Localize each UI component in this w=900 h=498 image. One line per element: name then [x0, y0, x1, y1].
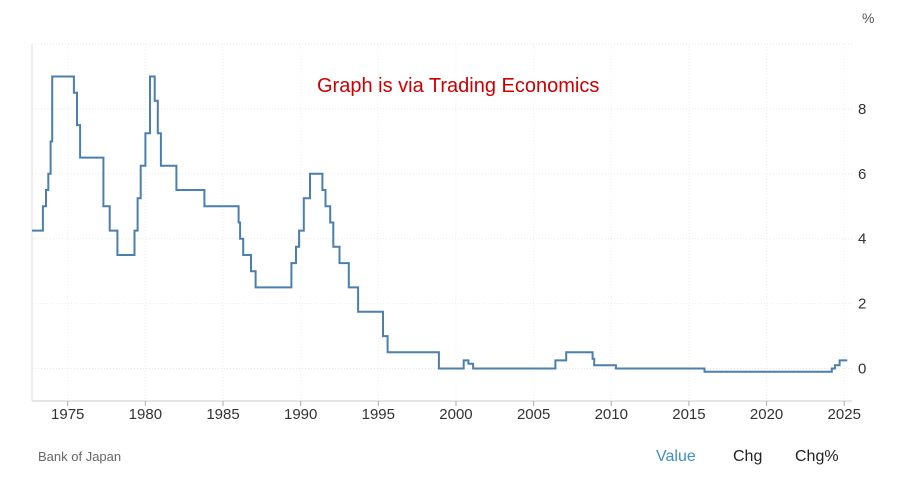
grid-lines	[31, 43, 852, 401]
tab-chg-percent[interactable]: Chg%	[795, 448, 839, 465]
x-tick-label: 1990	[284, 406, 317, 423]
y-tick-label: 6	[858, 166, 866, 183]
y-tick-label: 8	[858, 101, 866, 118]
x-tick-label: 1995	[362, 406, 395, 423]
tab-value[interactable]: Value	[656, 448, 696, 465]
y-tick-label: 2	[858, 296, 866, 313]
source-label: Bank of Japan	[38, 449, 122, 464]
series-area	[32, 75, 848, 373]
y-unit-label: %	[862, 10, 874, 26]
x-tick-label: 1985	[206, 406, 239, 423]
x-tick-label: 2000	[439, 406, 472, 423]
x-axis: 1975 1980 1985 1990 1995 2000 2005 2010 2015 2020…	[32, 400, 861, 423]
x-tick-label: 2005	[517, 406, 550, 423]
series-line	[32, 75, 848, 373]
tab-bar: Value Chg Chg%	[0, 448, 900, 470]
x-tick-label: 2025	[828, 406, 861, 423]
x-tick-label: 1980	[129, 406, 162, 423]
line-chart: 1975 1980 1985 1990 1995 2000 2005 2010 2015 2020…	[31, 10, 874, 423]
x-tick-label: 1975	[51, 406, 84, 423]
x-tick-label: 2010	[595, 406, 628, 423]
y-tick-label: 0	[858, 361, 866, 378]
tab-chg[interactable]: Chg	[733, 448, 763, 465]
y-axis: 0 2 4 6 8	[858, 101, 866, 378]
x-tick-label: 2020	[750, 406, 783, 423]
chart-annotation: Graph is via Trading Economics	[317, 75, 599, 97]
y-tick-label: 4	[858, 231, 866, 248]
x-tick-label: 2015	[672, 406, 705, 423]
